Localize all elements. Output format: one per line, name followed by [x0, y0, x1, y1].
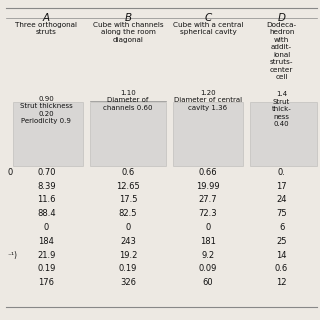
Text: 27.7: 27.7 — [199, 196, 217, 204]
Text: 0.90
Strut thickness
0.20
Periodicity 0.9: 0.90 Strut thickness 0.20 Periodicity 0.… — [20, 96, 73, 124]
Text: 0.6: 0.6 — [121, 168, 135, 177]
Text: 0.19: 0.19 — [37, 264, 56, 273]
Text: 0.6: 0.6 — [275, 264, 288, 273]
Text: 6: 6 — [279, 223, 284, 232]
Text: B: B — [124, 13, 132, 23]
Text: 14: 14 — [276, 251, 287, 260]
Text: 0: 0 — [44, 223, 49, 232]
Text: 184: 184 — [38, 237, 54, 246]
Text: A: A — [43, 13, 50, 23]
Text: 24: 24 — [276, 196, 287, 204]
Text: ⁻¹): ⁻¹) — [7, 251, 17, 260]
Text: 75: 75 — [276, 209, 287, 218]
Text: 88.4: 88.4 — [37, 209, 56, 218]
Text: 82.5: 82.5 — [119, 209, 137, 218]
Text: 0.: 0. — [278, 168, 285, 177]
Text: 72.3: 72.3 — [199, 209, 217, 218]
FancyBboxPatch shape — [250, 102, 317, 166]
Text: Cube with channels
along the room
diagonal: Cube with channels along the room diagon… — [93, 22, 163, 43]
FancyBboxPatch shape — [13, 102, 83, 166]
Text: 181: 181 — [200, 237, 216, 246]
Text: 17.5: 17.5 — [119, 196, 137, 204]
Text: 0: 0 — [7, 168, 12, 177]
Text: 0.70: 0.70 — [37, 168, 56, 177]
Text: 9.2: 9.2 — [201, 251, 215, 260]
Text: 0: 0 — [205, 223, 211, 232]
Text: 326: 326 — [120, 278, 136, 287]
Text: 11.6: 11.6 — [37, 196, 56, 204]
Text: Three orthogonal
struts: Three orthogonal struts — [15, 22, 77, 35]
Text: Cube with a central
spherical cavity: Cube with a central spherical cavity — [173, 22, 243, 35]
Text: 60: 60 — [203, 278, 213, 287]
Text: 17: 17 — [276, 182, 287, 191]
Text: Dodeca-
hedron
with
addit-
ional
struts-
center
cell: Dodeca- hedron with addit- ional struts-… — [267, 22, 297, 80]
FancyBboxPatch shape — [173, 102, 243, 166]
Text: 0.09: 0.09 — [199, 264, 217, 273]
Text: 1.10
Diameter of
channels 0.60: 1.10 Diameter of channels 0.60 — [103, 90, 153, 111]
Text: 25: 25 — [276, 237, 287, 246]
Text: 19.99: 19.99 — [196, 182, 220, 191]
Text: 1.4
Strut
thick-
ness
0.40: 1.4 Strut thick- ness 0.40 — [272, 91, 292, 127]
Text: 8.39: 8.39 — [37, 182, 56, 191]
Text: 12: 12 — [276, 278, 287, 287]
Text: C: C — [204, 13, 212, 23]
Text: 0.66: 0.66 — [199, 168, 217, 177]
Text: 176: 176 — [38, 278, 54, 287]
Text: 21.9: 21.9 — [37, 251, 56, 260]
Text: 19.2: 19.2 — [119, 251, 137, 260]
Text: D: D — [278, 13, 286, 23]
Text: 0.19: 0.19 — [119, 264, 137, 273]
Text: 0: 0 — [125, 223, 131, 232]
Text: 12.65: 12.65 — [116, 182, 140, 191]
FancyBboxPatch shape — [90, 102, 166, 166]
Text: 1.20
Diameter of central
cavity 1.36: 1.20 Diameter of central cavity 1.36 — [174, 90, 242, 111]
Text: 243: 243 — [120, 237, 136, 246]
